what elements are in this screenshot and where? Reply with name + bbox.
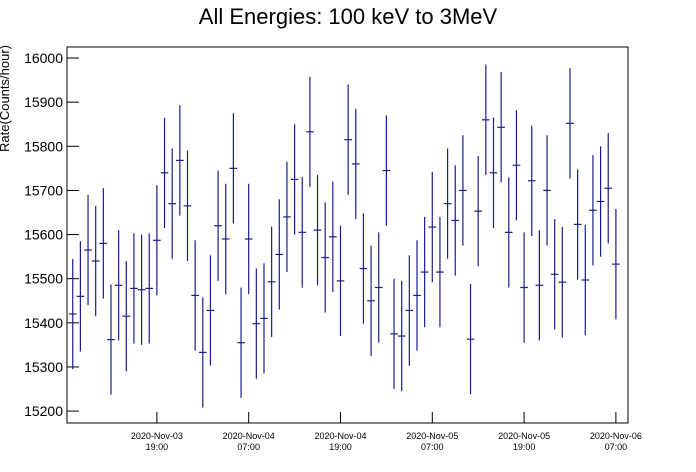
x-tick-label: 2020-Nov-05 07:00: [406, 431, 458, 452]
chart-title: All Energies: 100 keV to 3MeV: [199, 4, 498, 29]
y-tick-label: 15200: [24, 403, 63, 419]
y-tick-label: 15600: [24, 227, 63, 243]
x-tick-label: 2020-Nov-05 19:00: [498, 431, 550, 452]
x-tick-label: 2020-Nov-04 07:00: [223, 431, 275, 452]
y-axis-label: Rate(Counts/hour): [0, 45, 12, 152]
y-tick-label: 15500: [24, 271, 63, 287]
y-tick-label: 15800: [24, 138, 63, 154]
x-tick-label: 2020-Nov-06 07:00: [590, 431, 642, 452]
y-tick-label: 15400: [24, 315, 63, 331]
x-tick-label: 2020-Nov-04 19:00: [314, 431, 366, 452]
x-tick-label: 2020-Nov-03 19:00: [131, 431, 183, 452]
y-tick-label: 15300: [24, 359, 63, 375]
y-tick-label: 16000: [24, 50, 63, 66]
y-tick-label: 15700: [24, 182, 63, 198]
y-tick-label: 15900: [24, 94, 63, 110]
